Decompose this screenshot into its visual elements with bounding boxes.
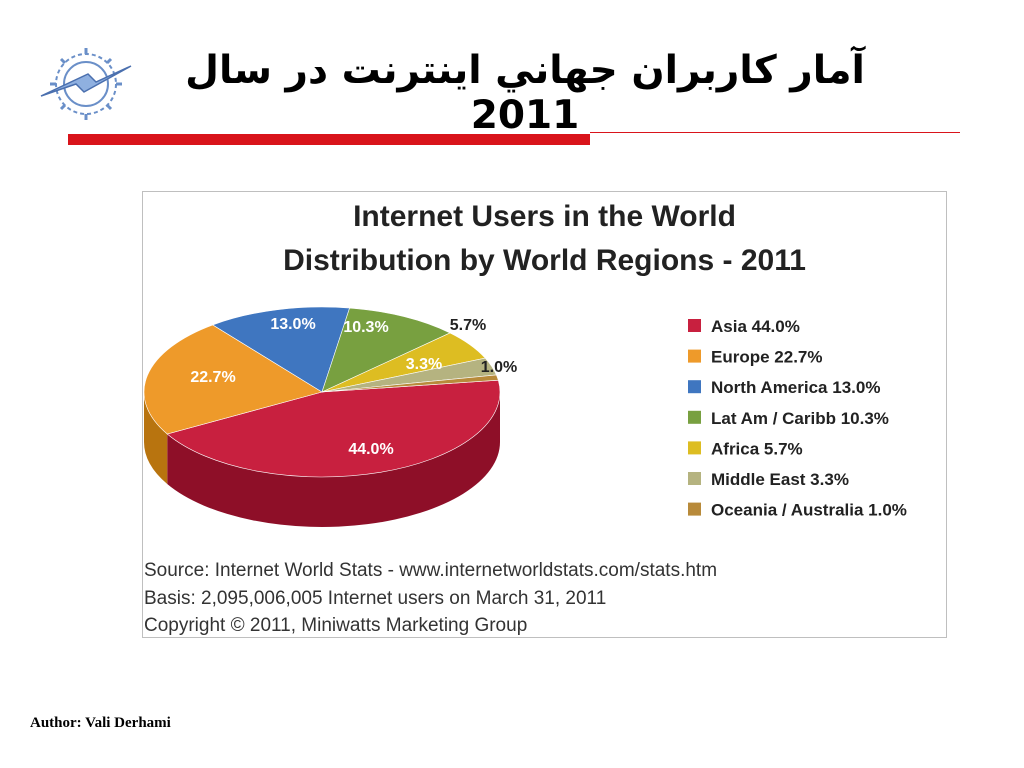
university-logo-icon — [40, 48, 132, 120]
data-label-europe: 22.7% — [190, 369, 235, 386]
chart-source: Source: Internet World Stats - www.inter… — [144, 560, 718, 581]
pie-slice-asia — [166, 379, 501, 478]
legend-swatch-north-america — [688, 380, 701, 394]
chart-subtitle: Distribution by World Regions - 2011 — [283, 244, 806, 277]
chart-copyright: Copyright © 2011, Miniwatts Marketing Gr… — [144, 615, 528, 636]
data-label-africa: 5.7% — [450, 317, 486, 334]
pie-side-asia — [167, 392, 501, 527]
pie-slice-north-america — [212, 306, 351, 393]
legend-swatch-europe — [688, 349, 701, 363]
pie-side-europe — [144, 392, 168, 484]
title-underline-bar — [68, 134, 590, 145]
data-label-north-america: 13.0% — [270, 316, 315, 333]
data-label-asia: 44.0% — [348, 441, 393, 458]
chart-title: Internet Users in the World — [353, 200, 736, 233]
legend-label-middle-east: Middle East 3.3% — [711, 470, 849, 489]
legend-swatch-lat-am-caribb — [688, 410, 701, 424]
legend-label-oceania-australia: Oceania / Australia 1.0% — [711, 501, 907, 520]
legend-swatch-africa — [688, 441, 701, 455]
legend-swatch-asia — [688, 319, 701, 332]
legend-label-africa: Africa 5.7% — [711, 439, 803, 458]
legend-swatch-oceania-australia — [688, 502, 701, 516]
legend-label-europe: Europe 22.7% — [711, 348, 823, 367]
legend-swatch-middle-east — [688, 472, 701, 485]
legend-label-lat-am-caribb: Lat Am / Caribb 10.3% — [711, 409, 889, 428]
legend-label-asia: Asia 44.0% — [711, 317, 800, 336]
pie-chart: 44.0% 22.7% 13.0% 10.3% 5.7% 3.3% 1.0% Asia 44.… — [143, 306, 907, 527]
legend-label-north-america: North America 13.0% — [711, 378, 880, 397]
pie-slice-oceania-australia — [321, 374, 499, 393]
chart-basis: Basis: 2,095,006,005 Internet users on M… — [144, 588, 607, 609]
pie-slice-lat-am-caribb — [321, 307, 451, 393]
author-label: Author: Vali Derhami — [30, 715, 171, 731]
title-underline-thin — [590, 132, 960, 133]
data-label-oceania-australia: 1.0% — [481, 359, 517, 376]
slide-title: آمار كاربران جهاني اينترنت در سال 2011 — [185, 48, 865, 138]
data-label-middle-east: 3.3% — [406, 356, 442, 373]
data-label-lat-am-caribb: 10.3% — [343, 319, 388, 336]
pie-slice-europe — [143, 324, 323, 435]
chart-image: Internet Users in the World Distribution… — [142, 191, 947, 638]
